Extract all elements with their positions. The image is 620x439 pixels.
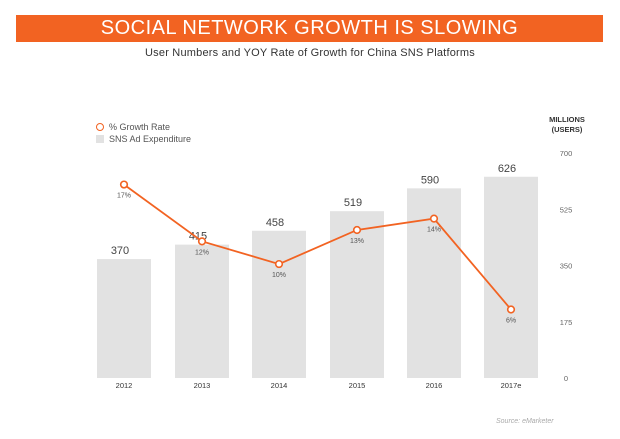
x-tick-label: 2012 xyxy=(116,381,133,390)
x-tick-label: 2013 xyxy=(194,381,211,390)
growth-rate-point xyxy=(119,180,129,189)
source-note: Source: eMarketer xyxy=(496,418,554,425)
growth-rate-point xyxy=(506,305,516,314)
chart-title: SOCIAL NETWORK GROWTH IS SLOWING xyxy=(100,17,519,39)
y-tick-label: 350 xyxy=(560,262,573,271)
bar xyxy=(484,176,538,378)
bar-value-label: 626 xyxy=(498,163,516,175)
x-tick-label: 2014 xyxy=(271,381,288,390)
legend-item-growth-rate: % Growth Rate xyxy=(96,121,191,133)
y-tick-label: 175 xyxy=(560,318,573,327)
growth-rate-label: 14% xyxy=(427,227,441,234)
bar-value-label: 519 xyxy=(344,197,362,209)
bar xyxy=(252,230,306,378)
bar xyxy=(330,211,384,378)
y-axis-unit-line2: (USERS) xyxy=(551,125,583,134)
growth-rate-point xyxy=(197,237,207,246)
growth-rate-point xyxy=(352,225,362,235)
x-tick-label: 2017e xyxy=(501,381,522,390)
bar-value-label: 458 xyxy=(266,217,284,229)
y-tick-label: 0 xyxy=(564,374,568,383)
legend-label-growth-rate: % Growth Rate xyxy=(109,122,171,132)
y-tick-label: 700 xyxy=(560,149,573,158)
chart-subtitle: User Numbers and YOY Rate of Growth for … xyxy=(145,47,475,59)
y-axis-unit-line1: MILLIONS xyxy=(549,115,585,124)
title-banner: SOCIAL NETWORK GROWTH IS SLOWING xyxy=(16,15,603,42)
bar-value-label: 590 xyxy=(421,174,439,186)
x-tick-label: 2016 xyxy=(426,381,443,390)
bar-swatch-icon xyxy=(96,135,104,143)
legend-item-ad-expenditure: SNS Ad Expenditure xyxy=(96,133,191,145)
bar xyxy=(97,259,151,378)
growth-rate-label: 13% xyxy=(350,238,364,245)
line-marker-icon xyxy=(96,123,104,131)
bar xyxy=(175,244,229,378)
y-axis-unit: MILLIONS (USERS) xyxy=(542,115,592,135)
legend: % Growth Rate SNS Ad Expenditure xyxy=(96,121,191,145)
growth-rate-label: 6% xyxy=(506,318,516,325)
growth-rate-label: 17% xyxy=(117,193,131,200)
growth-rate-point xyxy=(274,259,284,269)
growth-rate-label: 12% xyxy=(195,249,209,256)
growth-rate-label: 10% xyxy=(272,272,286,279)
x-tick-label: 2015 xyxy=(349,381,366,390)
bar-value-label: 370 xyxy=(111,245,129,257)
y-tick-label: 525 xyxy=(560,205,573,214)
legend-label-ad-expenditure: SNS Ad Expenditure xyxy=(109,134,192,144)
growth-rate-line xyxy=(123,183,512,311)
growth-rate-point xyxy=(429,214,439,223)
